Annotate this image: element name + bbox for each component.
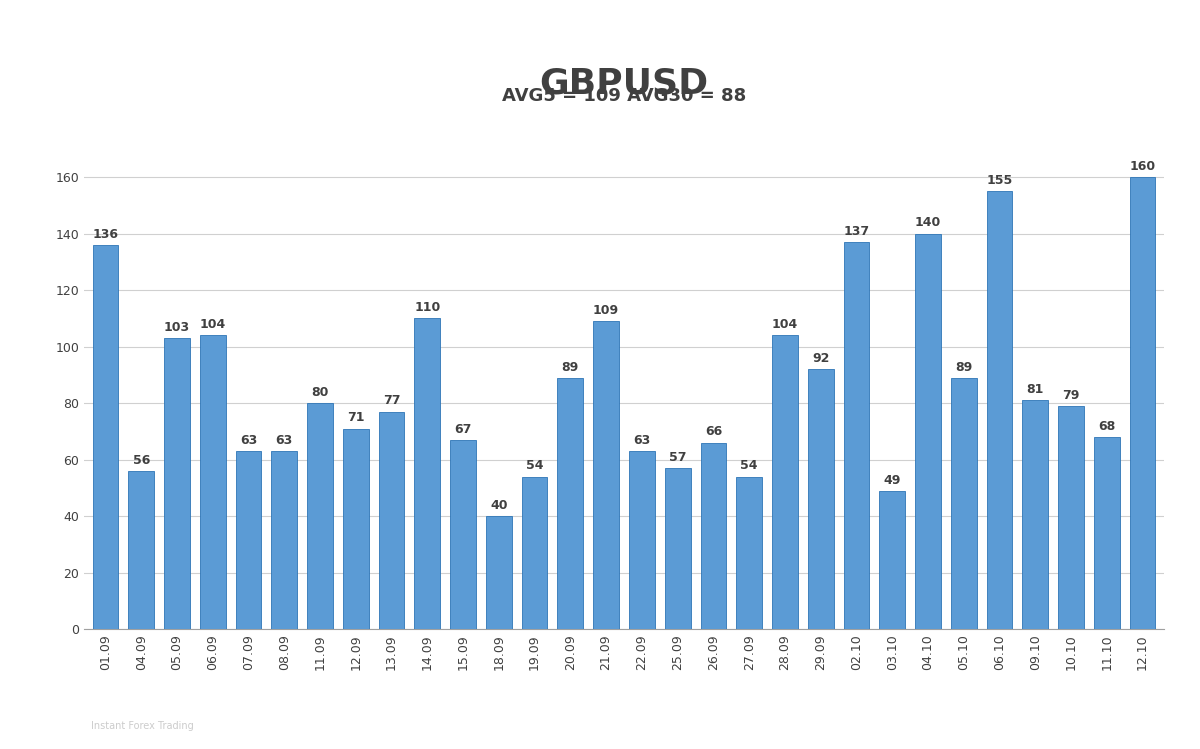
- Bar: [772, 336, 798, 629]
- Text: 63: 63: [240, 434, 257, 447]
- Text: 63: 63: [276, 434, 293, 447]
- Bar: [486, 516, 511, 629]
- Text: 77: 77: [383, 395, 401, 407]
- Text: 54: 54: [740, 459, 758, 473]
- Title: GBPUSD: GBPUSD: [540, 66, 708, 100]
- Text: 68: 68: [1098, 420, 1116, 433]
- Text: 140: 140: [914, 216, 941, 229]
- Text: 137: 137: [844, 225, 870, 238]
- Bar: [1058, 406, 1084, 629]
- Bar: [414, 318, 440, 629]
- Text: 81: 81: [1026, 383, 1044, 396]
- Bar: [558, 377, 583, 629]
- Bar: [450, 440, 476, 629]
- Bar: [916, 234, 941, 629]
- Bar: [808, 369, 834, 629]
- Text: 109: 109: [593, 304, 619, 317]
- Bar: [271, 451, 298, 629]
- Text: 160: 160: [1129, 160, 1156, 173]
- Text: 71: 71: [347, 411, 365, 425]
- Text: 66: 66: [704, 425, 722, 438]
- Bar: [1022, 401, 1048, 629]
- Bar: [629, 451, 655, 629]
- Bar: [950, 377, 977, 629]
- Text: 80: 80: [311, 386, 329, 399]
- Text: Instant Forex Trading: Instant Forex Trading: [91, 721, 194, 731]
- Bar: [1129, 178, 1156, 629]
- Text: 89: 89: [562, 360, 578, 374]
- Text: instaforex: instaforex: [91, 698, 179, 713]
- Text: 92: 92: [812, 352, 829, 365]
- Text: AVG5 = 109 AVG30 = 88: AVG5 = 109 AVG30 = 88: [502, 87, 746, 105]
- Text: 67: 67: [455, 422, 472, 436]
- Bar: [665, 468, 690, 629]
- Bar: [343, 428, 368, 629]
- Bar: [1094, 437, 1120, 629]
- Text: 56: 56: [132, 454, 150, 467]
- Bar: [522, 476, 547, 629]
- Text: 103: 103: [164, 321, 190, 334]
- Bar: [737, 476, 762, 629]
- Text: 155: 155: [986, 174, 1013, 187]
- Bar: [307, 403, 332, 629]
- Text: 89: 89: [955, 360, 972, 374]
- Bar: [92, 245, 119, 629]
- Bar: [128, 471, 154, 629]
- Bar: [200, 336, 226, 629]
- Text: 79: 79: [1062, 389, 1080, 401]
- Text: 136: 136: [92, 228, 119, 240]
- Bar: [986, 191, 1013, 629]
- Text: 104: 104: [772, 318, 798, 331]
- Text: 110: 110: [414, 301, 440, 314]
- Bar: [593, 321, 619, 629]
- Bar: [235, 451, 262, 629]
- Text: 104: 104: [199, 318, 226, 331]
- Text: 63: 63: [634, 434, 650, 447]
- Text: 49: 49: [883, 473, 901, 487]
- Bar: [701, 443, 726, 629]
- Bar: [880, 491, 905, 629]
- Text: 54: 54: [526, 459, 544, 473]
- Text: ⚙: ⚙: [28, 700, 50, 725]
- Bar: [844, 242, 869, 629]
- Text: 57: 57: [668, 451, 686, 464]
- Bar: [379, 412, 404, 629]
- Bar: [164, 339, 190, 629]
- Text: 40: 40: [490, 499, 508, 512]
